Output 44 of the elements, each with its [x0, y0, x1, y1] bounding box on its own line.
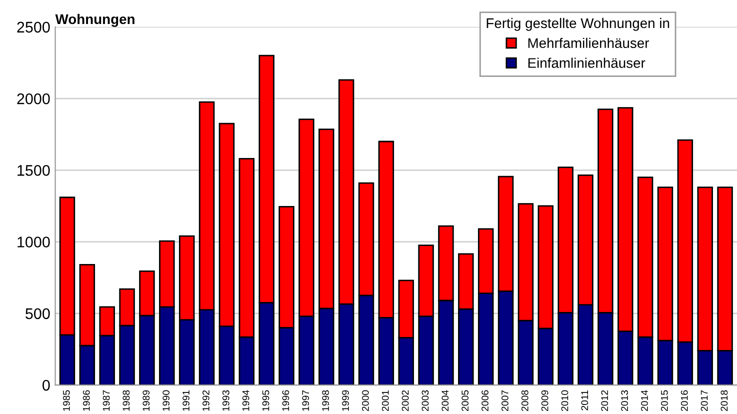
x-tick-label: 2013	[621, 390, 628, 412]
x-tick-label: 1999	[342, 390, 349, 411]
x-tick-label: 1996	[282, 390, 290, 411]
x-tick-label: 1987	[102, 390, 110, 411]
x-tick-label: 2009	[541, 390, 548, 412]
y-tick-label: 0	[42, 380, 50, 391]
x-tick-label: 1995	[262, 390, 270, 411]
y-axis-title: Wohnungen	[55, 14, 134, 27]
x-tick-label: 1994	[242, 390, 250, 411]
x-tick-label: 1986	[82, 390, 90, 411]
x-tick-label: 2000	[362, 390, 369, 412]
x-tick-label: 1993	[222, 390, 230, 411]
x-tick-label: 2011	[581, 390, 588, 410]
x-tick-label: 2001	[382, 390, 389, 412]
y-tick-label: 2000	[17, 93, 50, 104]
x-tick-label: 1989	[142, 390, 150, 411]
x-tick-label: 2002	[402, 390, 409, 412]
x-tick-label: 2017	[700, 390, 708, 412]
x-tick-label: 1997	[302, 390, 310, 411]
x-tick-label: 2010	[561, 390, 568, 412]
x-tick-label: 2016	[680, 390, 688, 412]
y-tick-label: 2500	[17, 22, 50, 33]
x-tick-label: 1991	[182, 390, 190, 411]
x-tick-label: 2005	[462, 390, 469, 412]
x-tick-label: 2008	[521, 390, 528, 412]
x-tick-label: 2003	[422, 390, 429, 412]
y-tick-label: 500	[26, 308, 50, 320]
x-tick-label: 2007	[501, 390, 508, 412]
legend-label: Mehrfamilienhäuser	[528, 38, 650, 48]
x-tick-label: 1988	[122, 390, 130, 411]
x-tick-label: 2012	[601, 390, 608, 412]
y-tick-label: 1000	[18, 236, 50, 248]
legend-label: Einfamlinienhäuser	[528, 58, 646, 68]
x-tick-label: 2006	[482, 390, 488, 412]
x-tick-label: 1992	[202, 390, 210, 411]
x-tick-label: 1985	[62, 390, 70, 411]
x-tick-label: 2018	[720, 390, 728, 412]
x-tick-label: 2015	[660, 390, 668, 412]
legend-title: Fertig gestellte Wohnungen in	[486, 18, 670, 31]
y-tick-label: 1500	[18, 165, 50, 176]
x-tick-label: 1990	[162, 390, 170, 411]
x-tick-label: 1998	[322, 390, 329, 411]
x-tick-label: 2014	[641, 390, 648, 412]
x-tick-label: 2004	[442, 390, 449, 412]
